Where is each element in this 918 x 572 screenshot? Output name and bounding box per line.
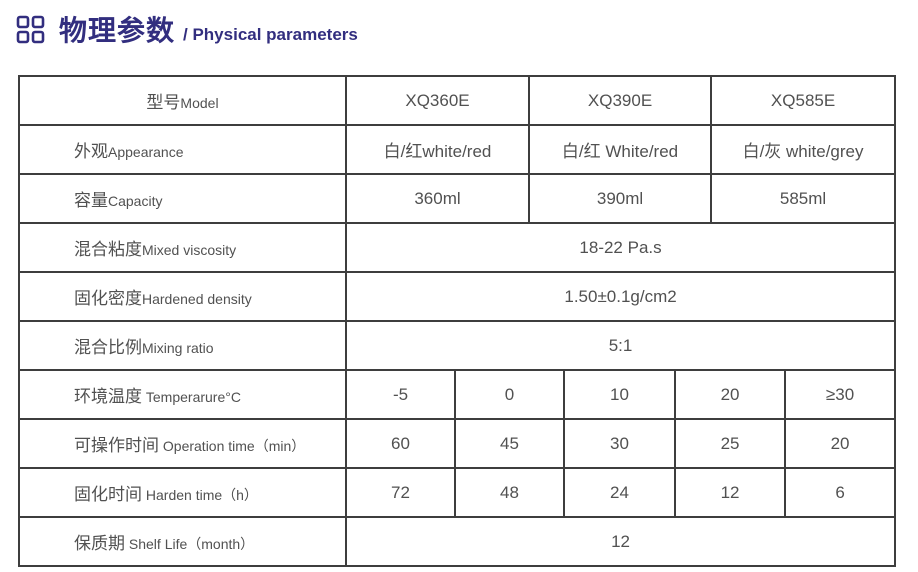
grid-2x2-icon bbox=[15, 14, 46, 45]
table-row-density: 固化密度Hardened density 1.50±0.1g/cm2 bbox=[18, 271, 897, 322]
table-row-model: 型号Model XQ360E XQ390E XQ585E bbox=[18, 75, 897, 126]
row-label: 混合粘度Mixed viscosity bbox=[18, 222, 347, 273]
row-label: 容量Capacity bbox=[18, 173, 347, 224]
table-row-viscosity: 混合粘度Mixed viscosity 18-22 Pa.s bbox=[18, 222, 897, 273]
cell-value: 24 bbox=[563, 467, 677, 518]
cell-value: ≥30 bbox=[784, 369, 897, 420]
cell-value: 12 bbox=[344, 516, 897, 567]
table-row-temperature: 环境温度 Temperarure°C -5 0 10 20 ≥30 bbox=[18, 369, 897, 420]
cell-value: 12 bbox=[674, 467, 787, 518]
cell-value: XQ390E bbox=[528, 75, 713, 126]
cell-value: 白/红 White/red bbox=[528, 124, 713, 175]
cell-value: 1.50±0.1g/cm2 bbox=[344, 271, 897, 322]
cell-value: 20 bbox=[784, 418, 897, 469]
row-label: 可操作时间 Operation time（min） bbox=[18, 418, 347, 469]
cell-value: 72 bbox=[345, 467, 456, 518]
cell-value: XQ360E bbox=[344, 75, 531, 126]
cell-value: 360ml bbox=[344, 173, 531, 224]
row-label: 型号Model bbox=[18, 75, 347, 126]
section-titles: 物理参数 / Physical parameters bbox=[59, 9, 358, 49]
cell-value: 20 bbox=[674, 369, 787, 420]
cell-value: 585ml bbox=[710, 173, 897, 224]
row-label: 外观Appearance bbox=[18, 124, 347, 175]
cell-value: 25 bbox=[674, 418, 787, 469]
cell-value: 白/红white/red bbox=[344, 124, 531, 175]
table-row-operation-time: 可操作时间 Operation time（min） 60 45 30 25 20 bbox=[18, 418, 897, 469]
cell-value: 45 bbox=[453, 418, 566, 469]
cell-value: 48 bbox=[453, 467, 566, 518]
row-label: 固化密度Hardened density bbox=[18, 271, 347, 322]
table-row-harden-time: 固化时间 Harden time（h） 72 48 24 12 6 bbox=[18, 467, 897, 518]
cell-value: 30 bbox=[563, 418, 677, 469]
cell-value: 0 bbox=[453, 369, 566, 420]
cell-value: 白/灰 white/grey bbox=[710, 124, 897, 175]
page-title: 物理参数 bbox=[59, 15, 176, 46]
section-header: 物理参数 / Physical parameters bbox=[15, 9, 918, 49]
cell-value: 10 bbox=[563, 369, 677, 420]
table-row-appearance: 外观Appearance 白/红white/red 白/红 White/red … bbox=[18, 124, 897, 175]
table-row-capacity: 容量Capacity 360ml 390ml 585ml bbox=[18, 173, 897, 224]
page-subtitle: / Physical parameters bbox=[183, 25, 358, 44]
cell-value: 6 bbox=[784, 467, 897, 518]
cell-value: 5:1 bbox=[344, 320, 897, 371]
physical-parameters-table: 型号Model XQ360E XQ390E XQ585E 外观Appearanc… bbox=[18, 75, 897, 567]
row-label: 保质期 Shelf Life（month） bbox=[18, 516, 347, 567]
table-row-shelf-life: 保质期 Shelf Life（month） 12 bbox=[18, 516, 897, 567]
cell-value: 18-22 Pa.s bbox=[344, 222, 897, 273]
cell-value: 390ml bbox=[528, 173, 713, 224]
row-label: 固化时间 Harden time（h） bbox=[18, 467, 347, 518]
cell-value: XQ585E bbox=[710, 75, 897, 126]
row-label: 混合比例Mixing ratio bbox=[18, 320, 347, 371]
table-row-mixing-ratio: 混合比例Mixing ratio 5:1 bbox=[18, 320, 897, 371]
cell-value: 60 bbox=[345, 418, 456, 469]
row-label: 环境温度 Temperarure°C bbox=[18, 369, 347, 420]
cell-value: -5 bbox=[345, 369, 456, 420]
